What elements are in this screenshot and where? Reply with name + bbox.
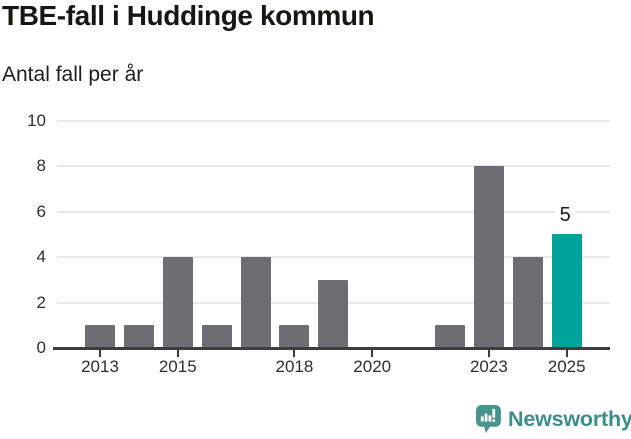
bar — [279, 325, 310, 348]
x-axis-line — [53, 347, 610, 350]
x-axis-tick — [565, 349, 568, 357]
x-axis-tick-label: 2015 — [158, 357, 197, 376]
x-axis-tick — [371, 349, 374, 357]
y-axis-tick-label: 4 — [36, 247, 46, 267]
newsworthy-logo-icon — [476, 405, 501, 439]
bar — [240, 257, 271, 348]
y-gridline — [57, 165, 610, 168]
bar — [85, 325, 115, 348]
x-axis-tick — [487, 349, 490, 357]
bar-value-label: 5 — [554, 203, 576, 228]
x-axis-tick — [99, 349, 101, 357]
bar — [162, 257, 193, 348]
bar-highlighted — [551, 234, 582, 348]
chart-subtitle: Antal fall per år — [2, 63, 144, 86]
bar — [318, 279, 349, 348]
x-axis-tick-label: 2018 — [275, 357, 314, 376]
chart-title: TBE-fall i Huddinge kommun — [2, 0, 375, 31]
y-gridline — [57, 256, 610, 259]
x-axis-tick-label: 2023 — [469, 357, 508, 376]
x-axis-tick-label: 2025 — [547, 357, 586, 376]
newsworthy-logo: Newsworthy — [476, 405, 631, 439]
y-axis-tick-label: 2 — [36, 292, 46, 312]
bar — [201, 325, 232, 348]
y-gridline — [57, 210, 610, 213]
newsworthy-logo-text: Newsworthy — [508, 406, 631, 431]
bar — [512, 257, 543, 348]
bar — [123, 325, 154, 348]
x-axis-tick — [176, 349, 179, 357]
x-axis-tick — [293, 349, 296, 357]
y-gridline — [57, 119, 610, 122]
x-axis-tick-label: 2020 — [353, 357, 392, 376]
bar — [473, 166, 504, 348]
y-axis-tick-label: 6 — [36, 201, 46, 221]
x-axis-tick-label: 2013 — [81, 357, 119, 376]
y-axis-tick-label: 10 — [27, 110, 46, 130]
y-axis-tick-label: 8 — [36, 156, 46, 176]
y-axis-tick-label: 0 — [36, 338, 46, 357]
bar — [435, 325, 465, 348]
